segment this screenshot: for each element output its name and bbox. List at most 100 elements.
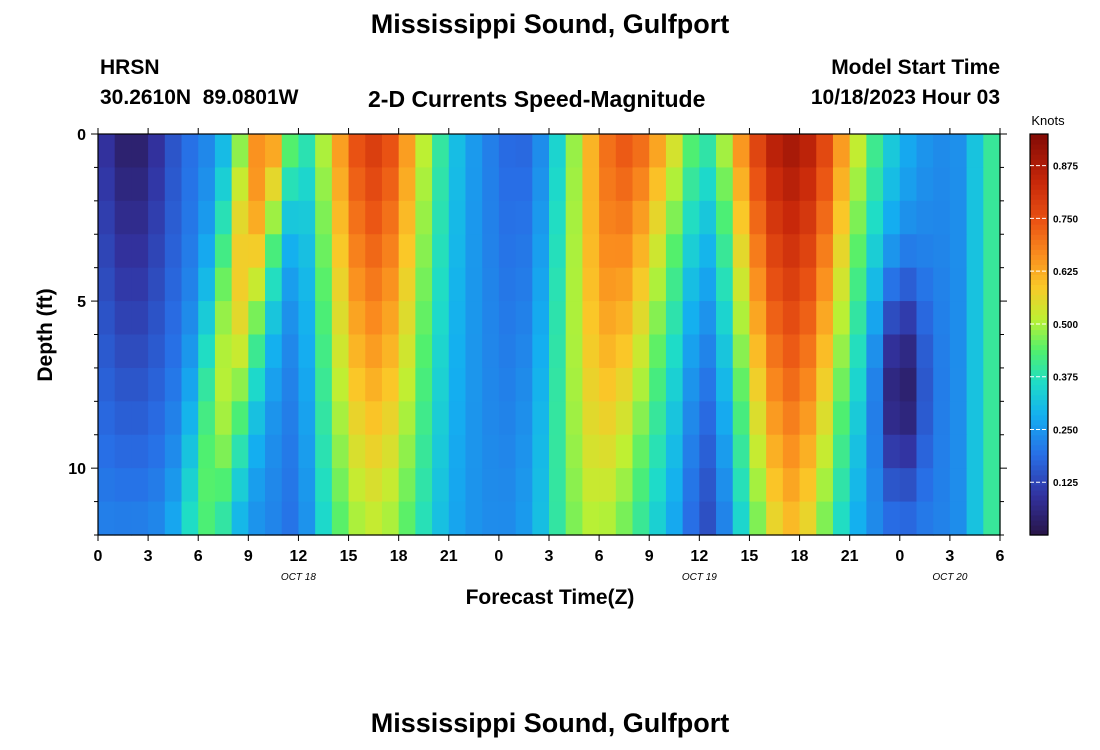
heatmap-cell [432,468,450,503]
heatmap-cell [849,334,867,369]
heatmap-cell [448,200,467,235]
heatmap-cell [348,367,366,402]
heatmap-cell [231,234,249,269]
colorbar-segment [1030,159,1048,165]
heatmap-cell [849,468,867,503]
colorbar-segment [1030,309,1048,316]
heatmap-cell [398,468,416,503]
heatmap-cell [164,501,183,536]
heatmap-cell [916,234,934,269]
heatmap-cell [131,501,149,536]
heatmap-cell [649,334,667,369]
heatmap-cell [98,167,116,202]
heatmap-cell [331,434,350,469]
heatmap-cell [549,334,567,369]
heatmap-cell [599,434,617,469]
heatmap-cell [231,334,249,369]
heatmap-cell [916,134,934,169]
heatmap-cell [899,167,918,202]
heatmap-cell [949,301,968,336]
heatmap-cell [465,234,483,269]
heatmap-cell [699,367,717,402]
heatmap-cell [465,200,483,235]
colorbar-segment [1030,354,1048,361]
heatmap-cell [632,167,650,202]
heatmap-cell [782,468,801,503]
heatmap-cell [899,200,918,235]
heatmap-cell [148,167,166,202]
heatmap-cell [832,334,851,369]
heatmap-cell [498,167,517,202]
heatmap-cell [465,301,483,336]
heatmap-cell [231,134,249,169]
station-id: HRSN [100,56,160,79]
heatmap-cell [799,234,817,269]
heatmap-cell [816,301,834,336]
colorbar-tick-label: 0.750 [1053,214,1078,225]
heatmap-cell [515,301,533,336]
heatmap-cell [281,167,300,202]
colorbar-segment [1030,229,1048,235]
colorbar-segment [1030,334,1048,341]
colorbar-segment [1030,269,1048,275]
heatmap-cell [749,200,767,235]
heatmap-cell [549,367,567,402]
heatmap-cell [699,167,717,202]
heatmap-cell [164,267,183,302]
heatmap-cell [448,367,467,402]
heatmap-cell [949,501,968,536]
heatmap-cell [549,301,567,336]
heatmap-cell [582,434,600,469]
heatmap-cell [899,468,918,503]
heatmap-cell [265,267,283,302]
heatmap-cell [582,134,600,169]
heatmap-cell [432,401,450,436]
heatmap-cell [732,367,751,402]
heatmap-cell [599,468,617,503]
heatmap-cell [699,134,717,169]
colorbar-segment [1030,449,1048,456]
heatmap-cell [198,434,216,469]
heatmap-cell [148,134,166,169]
heatmap-cell [181,134,199,169]
heatmap-cell [498,434,517,469]
heatmap-cell [732,234,751,269]
heatmap-cell [682,367,700,402]
heatmap-cell [766,134,784,169]
heatmap-cell [298,167,316,202]
colorbar-segment [1030,339,1048,346]
heatmap-cell [615,134,634,169]
heatmap-cell [281,334,300,369]
heatmap-cell [214,367,233,402]
heatmap-cell [198,167,216,202]
heatmap-cell [331,234,350,269]
heatmap-cell [148,200,166,235]
colorbar-segment [1030,314,1048,321]
heatmap-cell [131,234,149,269]
heatmap-cell [365,134,383,169]
heatmap-cell [799,468,817,503]
heatmap-cell [381,367,400,402]
heatmap-cell [565,134,583,169]
heatmap-cell [164,434,183,469]
heatmap-cell [949,434,968,469]
heatmap-cell [515,234,533,269]
heatmap-cell [916,501,934,536]
heatmap-cell [348,501,366,536]
heatmap-cell [498,267,517,302]
colorbar-segment [1030,169,1048,175]
heatmap-cell [315,167,333,202]
heatmap-cell [498,200,517,235]
heatmap-cell [415,501,433,536]
heatmap-cell [983,200,1001,235]
heatmap-cell [565,267,583,302]
heatmap-cell [415,267,433,302]
heatmap-cell [381,267,400,302]
heatmap-cell [782,234,801,269]
heatmap-cell [799,200,817,235]
heatmap-cell [415,468,433,503]
heatmap-cell [933,134,951,169]
heatmap-cell [365,167,383,202]
heatmap-cell [832,200,851,235]
colorbar-segment [1030,279,1048,285]
